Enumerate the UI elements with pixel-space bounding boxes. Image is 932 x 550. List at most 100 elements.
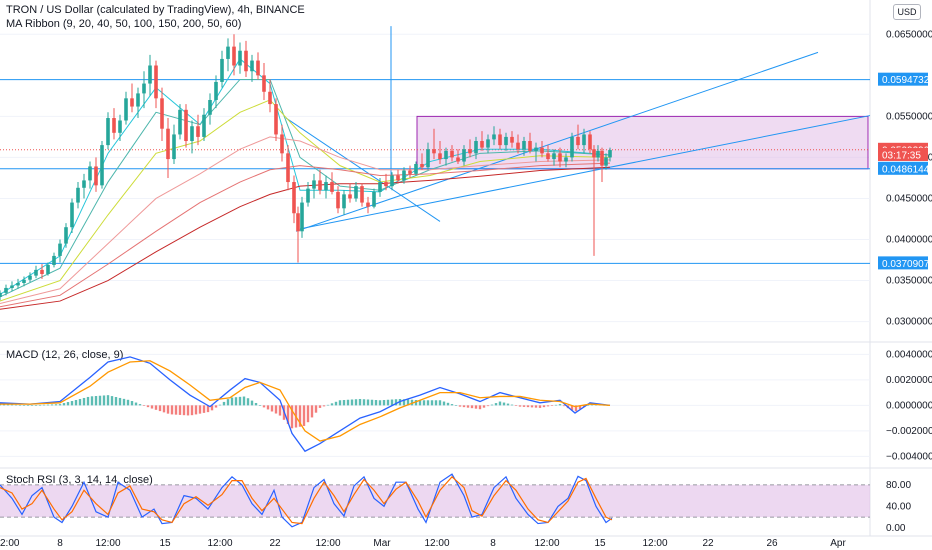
ma-line (0, 99, 611, 302)
candle-body (172, 134, 176, 160)
macd-histogram-bar (518, 405, 522, 407)
macd-histogram-bar (78, 398, 82, 406)
macd-histogram-bar (418, 400, 422, 406)
macd-histogram-bar (238, 396, 242, 406)
descending-trend-line (285, 117, 441, 222)
macd-histogram-bar (382, 400, 386, 406)
macd-histogram-bar (234, 397, 238, 406)
macd-histogram-bar (390, 399, 394, 406)
macd-histogram-bar (366, 399, 370, 406)
macd-histogram-bar (334, 401, 338, 406)
macd-histogram-bar (530, 405, 534, 408)
candle-body (354, 186, 358, 199)
macd-histogram-bar (450, 404, 454, 406)
candle-body (420, 163, 424, 168)
macd-histogram-bar (330, 403, 334, 406)
candle-body (396, 175, 400, 181)
macd-histogram-bar (422, 400, 426, 406)
candle-body (570, 136, 574, 158)
macd-histogram-bar (74, 400, 78, 406)
chart-title: TRON / US Dollar (calculated by TradingV… (6, 4, 305, 16)
macd-histogram-bar (586, 405, 590, 406)
macd-histogram-bar (98, 395, 102, 406)
candle-body (184, 109, 188, 142)
macd-histogram-bar (438, 400, 442, 406)
candle-body (70, 202, 74, 228)
macd-histogram-bar (206, 405, 210, 413)
price-tag (878, 72, 928, 86)
time-tick-label: 12:00 (642, 538, 667, 549)
candle-body (510, 136, 514, 143)
macd-histogram-bar (574, 405, 578, 412)
candle-body (498, 134, 502, 146)
candle-body (220, 58, 224, 82)
macd-histogram-bar (346, 399, 350, 406)
macd-histogram-bar (386, 399, 390, 406)
macd-histogram-bar (54, 404, 58, 406)
macd-histogram-bar (146, 405, 150, 408)
macd-histogram-bar (70, 401, 74, 406)
macd-histogram-bar (374, 400, 378, 406)
macd-histogram-bar (278, 405, 282, 416)
ma-line (0, 136, 611, 305)
macd-histogram-bar (182, 405, 186, 416)
macd-histogram-bar (442, 401, 446, 406)
price-tag-label: 0.05947327 (882, 75, 932, 86)
candle-body (360, 186, 364, 203)
candle-body (462, 149, 466, 162)
macd-histogram-bar (158, 405, 162, 412)
candle-body (148, 65, 152, 84)
macd-histogram-bar (178, 405, 182, 415)
macd-histogram-bar (318, 405, 322, 408)
macd-histogram-bar (26, 405, 30, 406)
macd-histogram-bar (190, 405, 194, 416)
macd-histogram-bar (302, 405, 306, 426)
macd-histogram-bar (478, 405, 482, 410)
macd-histogram-bar (502, 402, 506, 406)
candle-body (118, 120, 122, 133)
candle-body (232, 46, 236, 66)
time-tick-label: 12:00 (534, 538, 559, 549)
candle-body (196, 126, 200, 137)
macd-histogram-bar (154, 405, 158, 410)
candle-body (0, 292, 2, 297)
stoch-tick-label: 40.00 (886, 501, 911, 512)
candle-body (582, 134, 586, 146)
stoch-rsi-title: Stoch RSI (3, 3, 14, 14, close) (6, 474, 153, 486)
macd-histogram-bar (534, 405, 538, 408)
macd-histogram-bar (262, 405, 266, 408)
candle-body (154, 65, 158, 99)
macd-title: MACD (12, 26, close, 9) (6, 349, 123, 361)
candle-body (540, 147, 544, 154)
stoch-series-line (0, 475, 613, 525)
candle-body (384, 182, 388, 187)
candle-body (312, 180, 316, 189)
macd-histogram-bar (38, 404, 42, 406)
macd-histogram-bar (162, 405, 166, 413)
macd-histogram-bar (414, 400, 418, 406)
macd-histogram-bar (274, 405, 278, 414)
candle-body (52, 255, 56, 265)
candle-body (106, 118, 110, 146)
macd-histogram-bar (94, 396, 98, 406)
macd-histogram-bar (286, 405, 290, 425)
macd-histogram-bar (454, 405, 458, 406)
macd-histogram-bar (498, 401, 502, 406)
candle-body (296, 213, 300, 232)
macd-histogram-bar (14, 404, 18, 406)
time-tick-label: Mar (373, 538, 391, 549)
macd-tick-label: 0.00000000 (886, 400, 932, 411)
candle-body (286, 153, 290, 183)
ma-line (0, 162, 611, 308)
candle-body (280, 134, 284, 154)
macd-histogram-bar (510, 404, 514, 406)
macd-histogram-bar (342, 400, 346, 406)
currency-button[interactable]: USD (893, 4, 921, 20)
candle-body (124, 98, 128, 121)
candle-body (450, 150, 454, 158)
